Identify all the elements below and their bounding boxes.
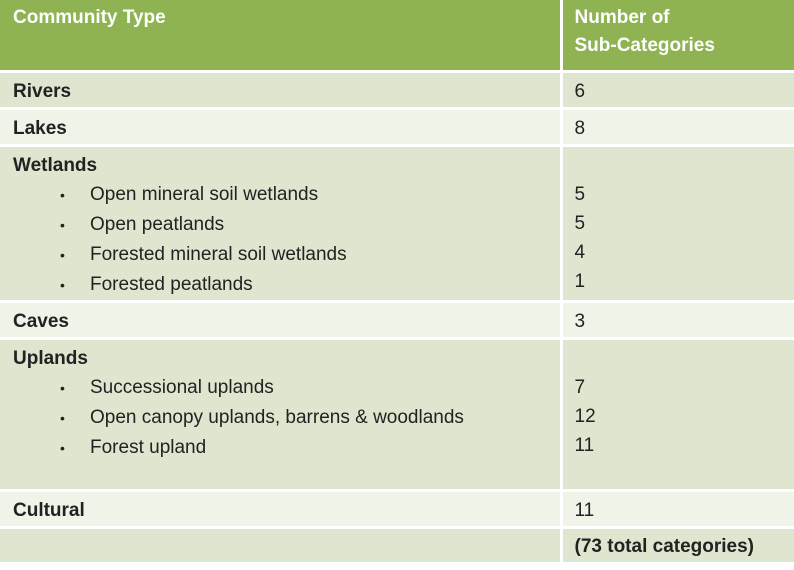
list-item: • Forested peatlands bbox=[13, 270, 560, 300]
header-community-type: Community Type bbox=[0, 0, 561, 73]
list-item: • Open mineral soil wetlands bbox=[13, 180, 560, 210]
row-count-rivers: 6 bbox=[574, 81, 586, 102]
bullet-icon: • bbox=[60, 410, 65, 426]
row-label-caves: Caves bbox=[13, 311, 69, 332]
sub-label: Forest upland bbox=[90, 437, 207, 458]
header-number-of-subcategories: Number of Sub-Categories bbox=[559, 0, 794, 73]
header-number-line2: Sub-Categories bbox=[574, 35, 715, 56]
sub-count: 4 bbox=[574, 242, 586, 263]
row-label-lakes: Lakes bbox=[13, 118, 67, 139]
sub-label: Forested mineral soil wetlands bbox=[90, 244, 347, 265]
row-label-uplands: Uplands bbox=[13, 348, 88, 369]
table-footer-row: (73 total categories) bbox=[0, 527, 794, 565]
row-count-cultural: 11 bbox=[574, 500, 595, 521]
row-label-wetlands: Wetlands bbox=[13, 155, 98, 176]
sub-count: 12 bbox=[574, 406, 596, 427]
sub-label: Successional uplands bbox=[90, 377, 274, 398]
bullet-icon: • bbox=[60, 187, 65, 203]
table-row: Cultural 11 bbox=[0, 490, 794, 529]
list-item: • Successional uplands bbox=[13, 373, 560, 403]
bullet-icon: • bbox=[60, 247, 65, 263]
table-row: Caves 3 bbox=[0, 301, 794, 340]
sub-label: Open mineral soil wetlands bbox=[90, 184, 319, 205]
sub-count: 11 bbox=[574, 435, 595, 456]
header-number-line1: Number of bbox=[574, 7, 670, 28]
bullet-icon: • bbox=[60, 217, 65, 233]
sub-label: Open peatlands bbox=[90, 214, 225, 235]
row-label-rivers: Rivers bbox=[13, 81, 72, 102]
uplands-sublist: • Successional uplands • Open canopy uplan… bbox=[13, 373, 560, 463]
wetlands-sublist: • Open mineral soil wetlands • Open peatla… bbox=[13, 180, 560, 300]
bullet-icon: • bbox=[60, 380, 65, 396]
table-row: Lakes 8 bbox=[0, 108, 794, 147]
sub-count: 5 bbox=[574, 213, 586, 234]
row-label-cultural: Cultural bbox=[13, 500, 85, 521]
table-row: Wetlands • Open mineral soil wetlands • Op… bbox=[0, 145, 794, 303]
sub-label: Open canopy uplands, barrens & woodlands bbox=[90, 407, 464, 428]
sub-count: 7 bbox=[574, 377, 586, 398]
sub-label: Forested peatlands bbox=[90, 274, 253, 295]
bullet-icon: • bbox=[60, 440, 65, 456]
sub-count: 1 bbox=[574, 271, 586, 292]
row-count-caves: 3 bbox=[574, 311, 586, 332]
total-categories: (73 total categories) bbox=[574, 536, 755, 557]
list-item: • Forested mineral soil wetlands bbox=[13, 240, 560, 270]
table-header-row: Community Type Number of Sub-Categories bbox=[0, 0, 794, 73]
sub-count: 5 bbox=[574, 184, 586, 205]
table-row: Rivers 6 bbox=[0, 71, 794, 110]
row-count-lakes: 8 bbox=[574, 118, 586, 139]
bullet-icon: • bbox=[60, 277, 65, 293]
list-item: • Open canopy uplands, barrens & woodland… bbox=[13, 403, 560, 433]
list-item: • Open peatlands bbox=[13, 210, 560, 240]
table-row: Uplands • Successional uplands • Open cano… bbox=[0, 338, 794, 492]
list-item: • Forest upland bbox=[13, 433, 560, 463]
